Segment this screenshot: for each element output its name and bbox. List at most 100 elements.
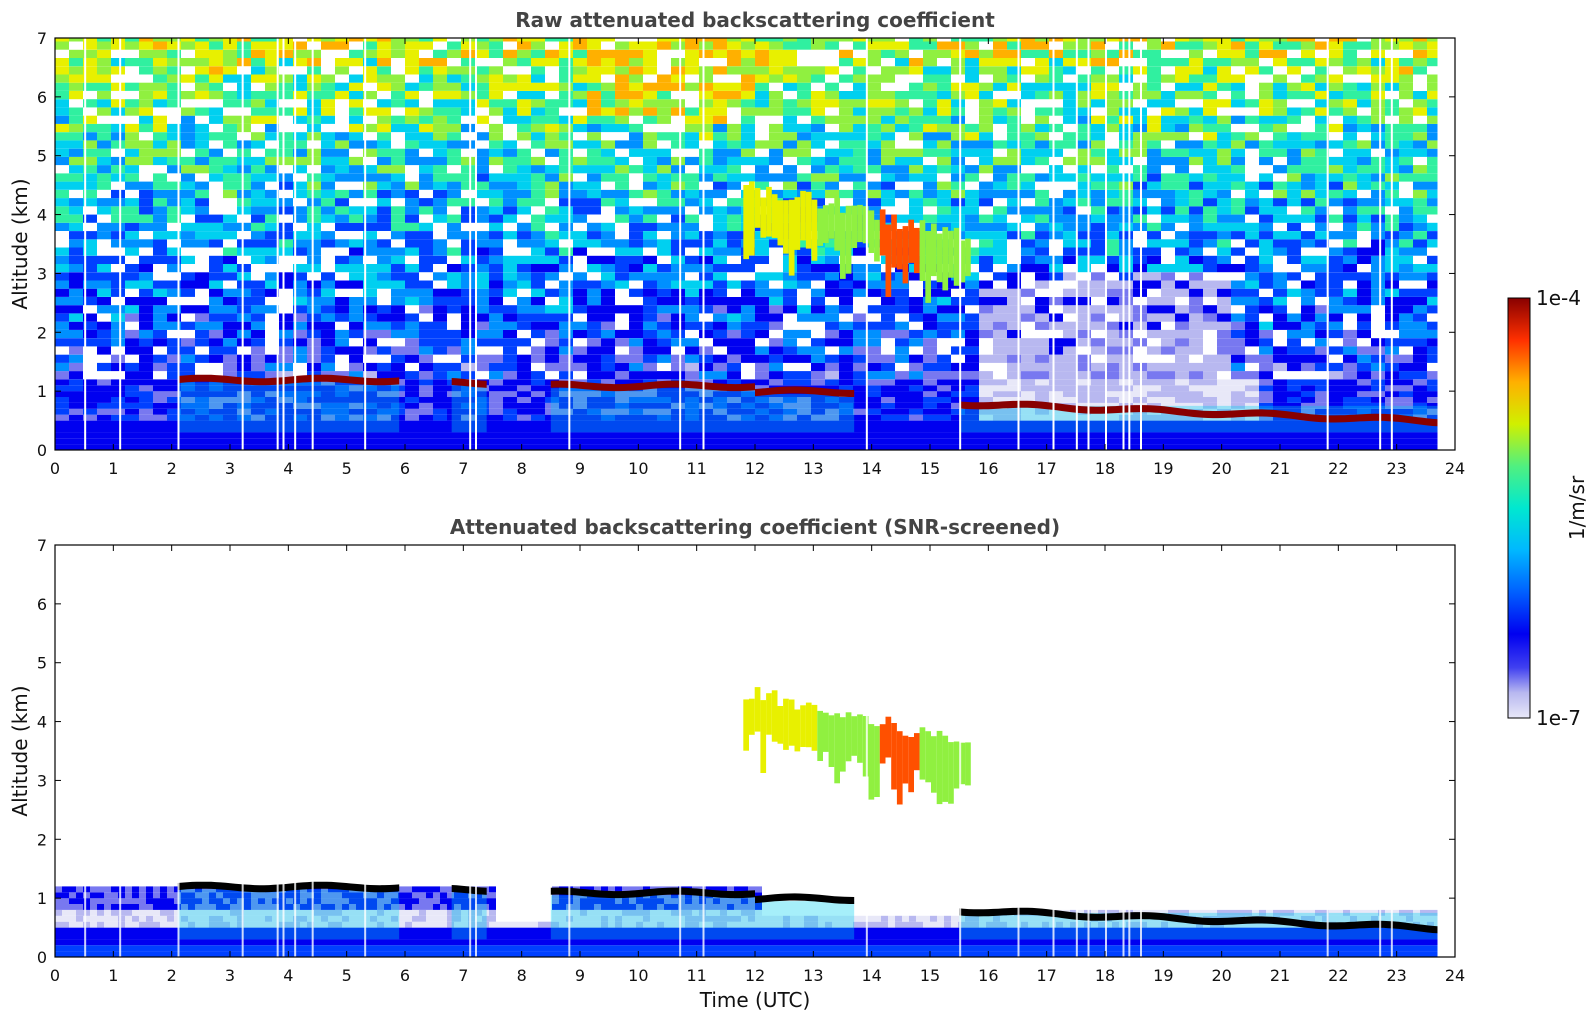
data-gap bbox=[1122, 38, 1125, 450]
noise-cell bbox=[139, 362, 153, 372]
aerosol-cell bbox=[321, 379, 335, 386]
noise-cell bbox=[391, 321, 405, 330]
noise-cell bbox=[265, 115, 279, 124]
noise-cell bbox=[839, 107, 853, 116]
noise-cell bbox=[125, 231, 139, 240]
noise-cell bbox=[1371, 123, 1385, 133]
aerosol-cell bbox=[76, 921, 83, 928]
aerosol-cell bbox=[139, 951, 146, 957]
noise-cell bbox=[727, 247, 741, 256]
noise-cell bbox=[111, 305, 125, 314]
aerosol-cell bbox=[573, 438, 587, 445]
noise-cell bbox=[979, 132, 993, 141]
aerosol-cell bbox=[251, 402, 265, 409]
noise-cell bbox=[601, 198, 615, 207]
noise-cell bbox=[125, 181, 139, 190]
noise-cell bbox=[69, 74, 83, 83]
aerosol-cell bbox=[825, 426, 839, 433]
aerosol-cell bbox=[755, 379, 769, 386]
noise-cell bbox=[1035, 189, 1049, 199]
noise-cell bbox=[69, 115, 83, 124]
noise-cell bbox=[349, 222, 363, 231]
ice-cloud-cell bbox=[823, 205, 829, 243]
aerosol-cell bbox=[1273, 438, 1287, 445]
noise-cell bbox=[545, 346, 559, 355]
noise-cell bbox=[153, 41, 167, 50]
noise-cell bbox=[1259, 206, 1273, 215]
noise-cell bbox=[685, 305, 699, 314]
noise-cell bbox=[1035, 264, 1049, 273]
aerosol-cell bbox=[69, 444, 83, 450]
aerosol-cell bbox=[160, 927, 167, 934]
noise-cell bbox=[391, 41, 405, 50]
noise-cell bbox=[279, 222, 293, 231]
noise-cell bbox=[1371, 338, 1385, 347]
aerosol-cell bbox=[132, 933, 139, 940]
noise-cell bbox=[1273, 297, 1287, 306]
aerosol-cell bbox=[615, 438, 629, 445]
aerosol-cell bbox=[125, 886, 132, 893]
noise-cell bbox=[979, 181, 993, 190]
noise-cell bbox=[965, 354, 979, 363]
noise-cell bbox=[601, 123, 615, 133]
aerosol-cell bbox=[139, 939, 146, 946]
aerosol-cell bbox=[83, 886, 90, 893]
noise-cell bbox=[1259, 297, 1273, 306]
noise-cell bbox=[1203, 280, 1217, 289]
aerosol-cell bbox=[419, 414, 433, 421]
noise-cell bbox=[517, 173, 531, 182]
aerosol-cell bbox=[377, 385, 391, 392]
noise-cell bbox=[1119, 222, 1133, 231]
noise-cell bbox=[1399, 123, 1413, 133]
aerosol-cell bbox=[419, 379, 433, 386]
noise-cell bbox=[741, 305, 755, 314]
noise-cell bbox=[1287, 173, 1301, 182]
noise-cell bbox=[741, 123, 755, 133]
noise-cell bbox=[979, 255, 993, 264]
noise-cell bbox=[951, 371, 965, 380]
noise-cell bbox=[265, 38, 279, 42]
aerosol-cell bbox=[223, 432, 237, 439]
aerosol-cell bbox=[104, 927, 111, 934]
noise-cell bbox=[1427, 371, 1441, 380]
noise-cell bbox=[237, 362, 251, 372]
noise-cell bbox=[839, 38, 853, 42]
noise-cell bbox=[811, 272, 825, 281]
noise-cell bbox=[153, 74, 167, 83]
noise-cell bbox=[307, 107, 321, 116]
noise-cell bbox=[1035, 107, 1049, 116]
noise-cell bbox=[643, 49, 657, 58]
aerosol-cell bbox=[181, 385, 195, 392]
noise-cell bbox=[1343, 82, 1357, 91]
noise-cell bbox=[1189, 181, 1203, 190]
noise-cell bbox=[335, 38, 349, 42]
noise-cell bbox=[1147, 181, 1161, 190]
noise-cell bbox=[293, 82, 307, 91]
noise-cell bbox=[125, 132, 139, 141]
noise-cell bbox=[1119, 255, 1133, 264]
noise-cell bbox=[293, 354, 307, 363]
aerosol-cell bbox=[62, 951, 69, 957]
noise-cell bbox=[895, 173, 909, 182]
noise-cell bbox=[1189, 255, 1203, 264]
noise-cell bbox=[671, 206, 685, 215]
noise-cell bbox=[923, 329, 937, 339]
noise-cell bbox=[307, 338, 321, 347]
noise-cell bbox=[979, 313, 993, 322]
aerosol-cell bbox=[909, 420, 923, 427]
noise-cell bbox=[363, 107, 377, 116]
noise-cell bbox=[181, 354, 195, 363]
noise-cell bbox=[111, 173, 125, 182]
noise-cell bbox=[643, 321, 657, 330]
aerosol-cell bbox=[755, 444, 769, 450]
noise-cell bbox=[1161, 148, 1175, 157]
noise-cell bbox=[1021, 173, 1035, 182]
noise-cell bbox=[489, 231, 503, 240]
aerosol-cell bbox=[937, 391, 951, 397]
noise-cell bbox=[1063, 140, 1077, 149]
aerosol-cell bbox=[293, 444, 307, 450]
aerosol-cell bbox=[993, 426, 1007, 433]
aerosol-cell bbox=[69, 408, 83, 415]
noise-cell bbox=[1007, 66, 1021, 75]
noise-cell bbox=[1427, 38, 1441, 42]
